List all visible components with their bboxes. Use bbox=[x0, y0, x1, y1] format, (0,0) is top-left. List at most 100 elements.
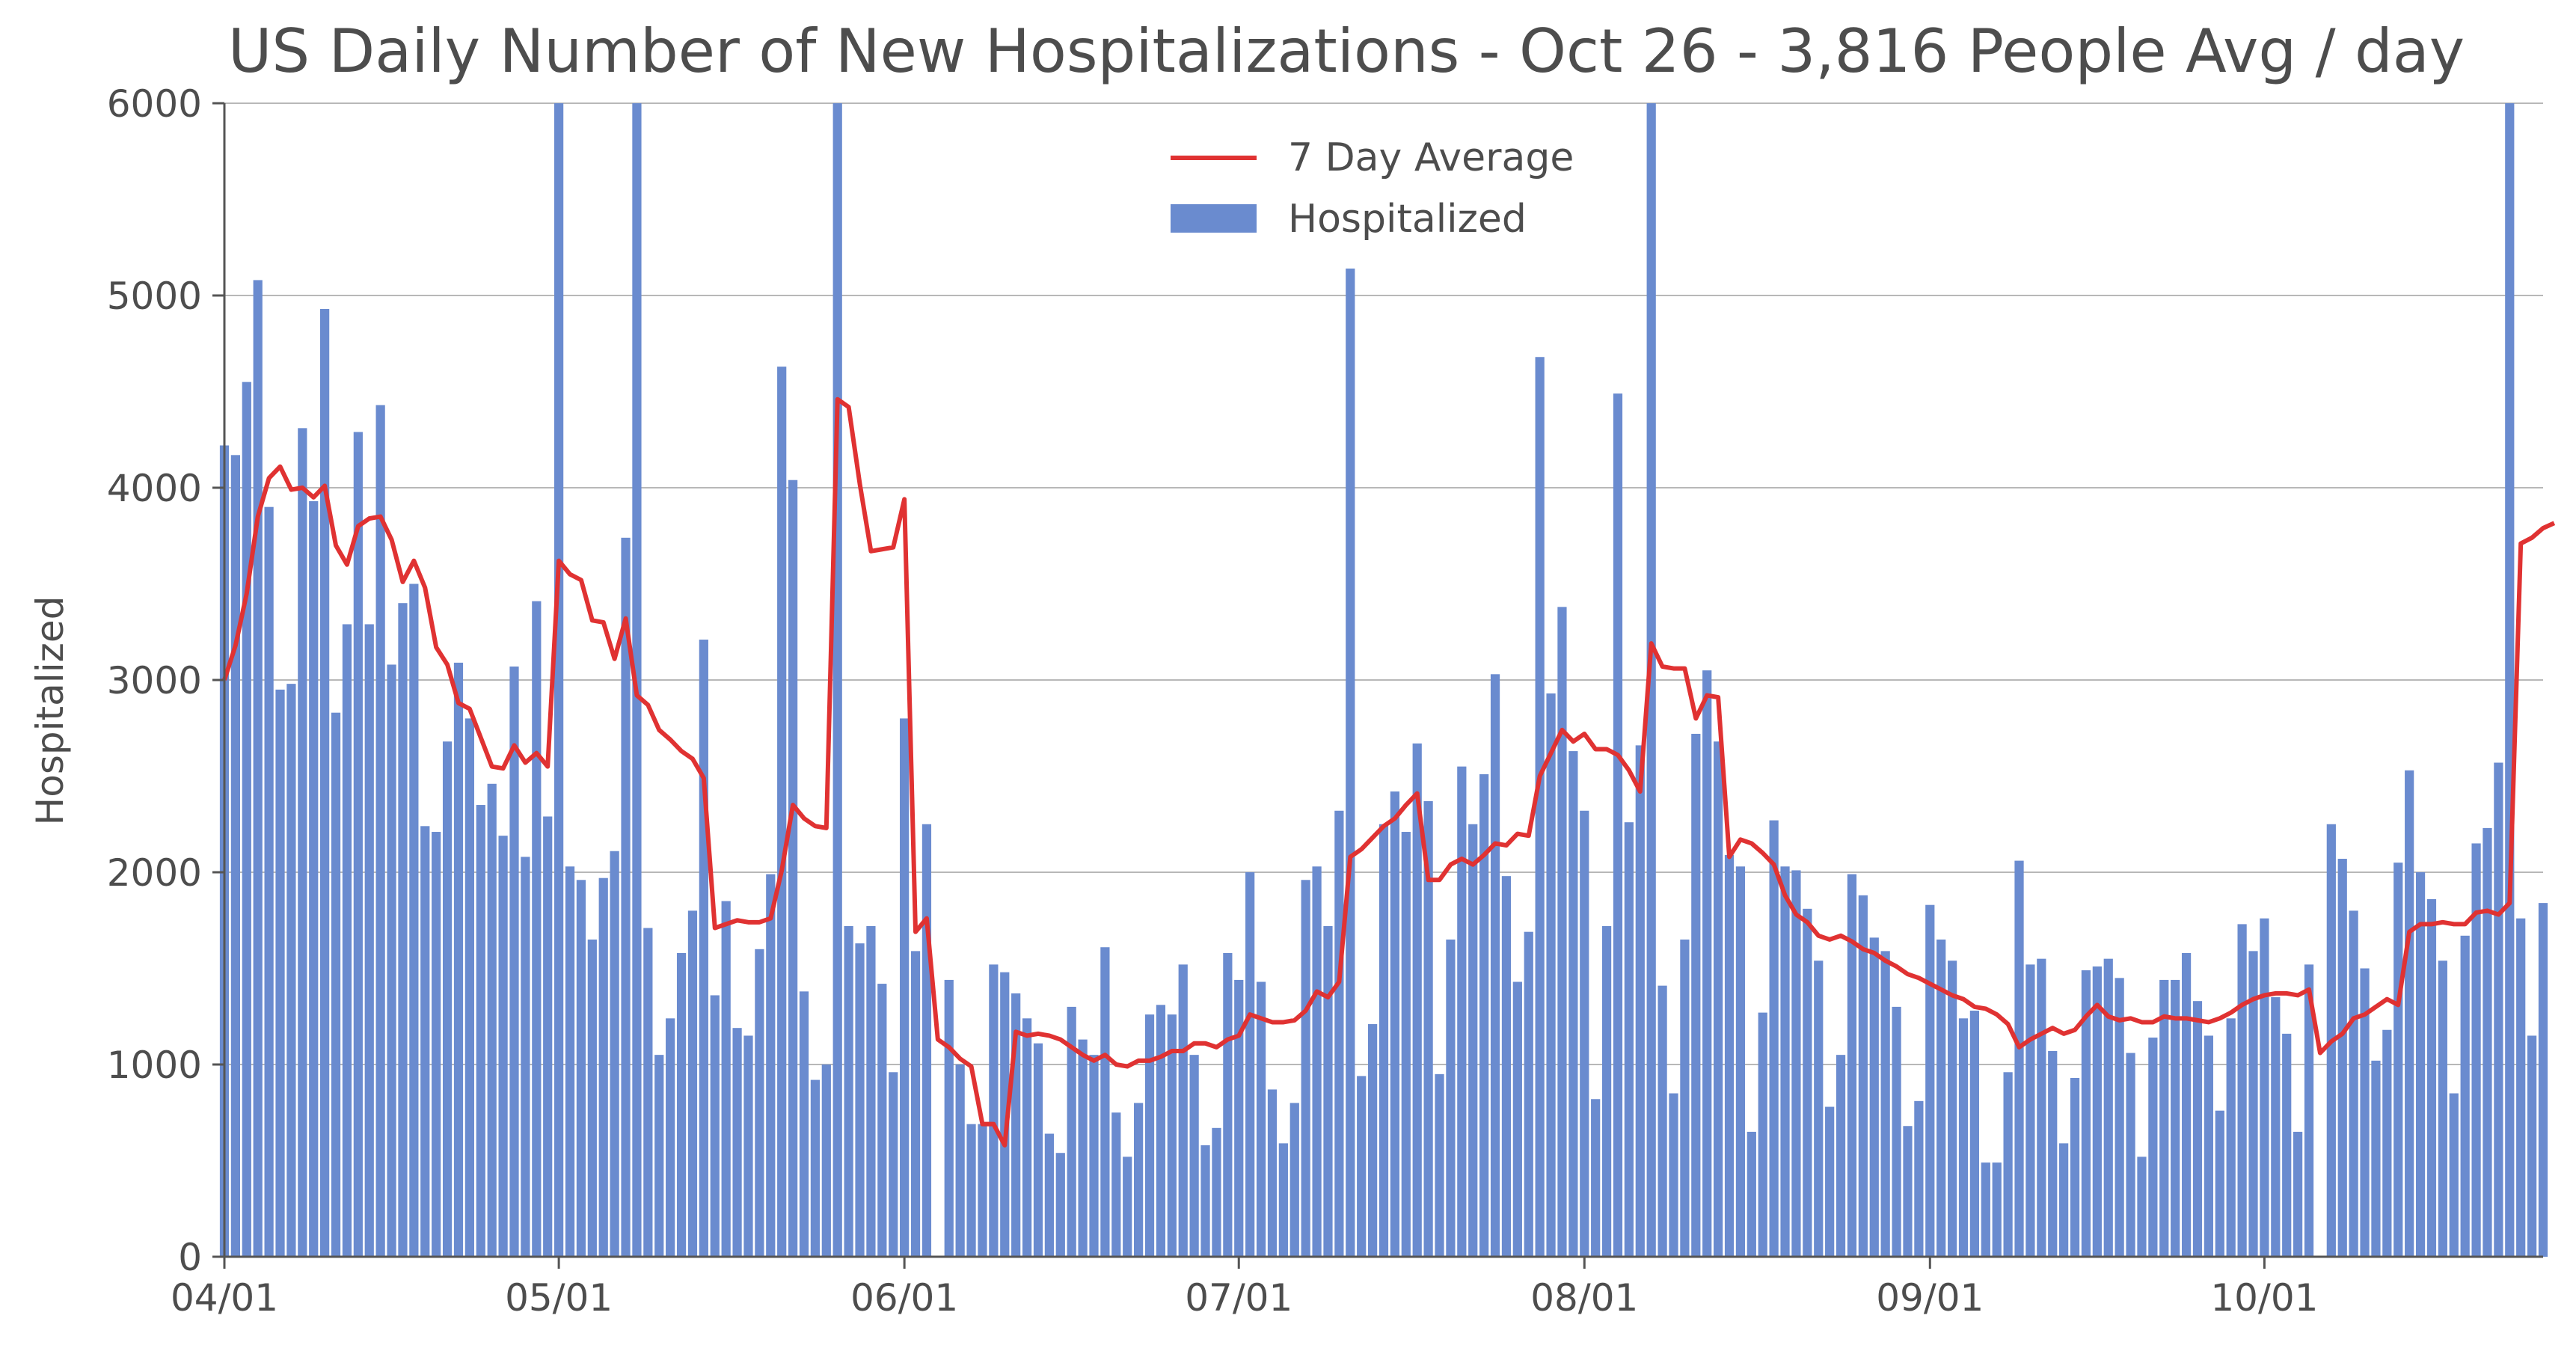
bar bbox=[1089, 1055, 1099, 1257]
bar bbox=[1624, 822, 1634, 1257]
bar bbox=[1724, 854, 1735, 1257]
bar bbox=[375, 405, 385, 1257]
bar bbox=[1512, 981, 1522, 1257]
bar bbox=[1992, 1162, 2002, 1257]
bar bbox=[2360, 968, 2370, 1257]
bar bbox=[1134, 1103, 1144, 1257]
bar bbox=[2204, 1035, 2213, 1257]
bar bbox=[1457, 766, 1467, 1257]
bar bbox=[788, 480, 798, 1257]
bar bbox=[821, 1064, 831, 1257]
bar bbox=[398, 603, 408, 1257]
bar bbox=[1178, 964, 1188, 1257]
bar bbox=[1357, 1076, 1367, 1257]
bar bbox=[810, 1079, 821, 1257]
x-tick-label: 07/01 bbox=[1185, 1276, 1292, 1320]
legend-bar-swatch bbox=[1171, 204, 1257, 233]
bar bbox=[1591, 1099, 1601, 1257]
bar bbox=[2516, 918, 2526, 1257]
bar bbox=[309, 500, 319, 1257]
bar bbox=[666, 1018, 675, 1257]
y-tick-labels: 0 1000 2000 3000 4000 5000 6000 bbox=[107, 82, 224, 1279]
bar bbox=[1412, 743, 1422, 1257]
bar bbox=[2494, 762, 2503, 1257]
bar bbox=[1144, 1014, 1155, 1257]
bar bbox=[1055, 1153, 1065, 1257]
x-tick-label: 05/01 bbox=[505, 1276, 613, 1320]
bar bbox=[855, 943, 865, 1257]
bar bbox=[2460, 935, 2470, 1257]
bar bbox=[331, 712, 341, 1257]
bar bbox=[1524, 931, 1533, 1257]
bar bbox=[2382, 1029, 2392, 1257]
seven-day-average-line bbox=[222, 396, 2556, 1148]
bar bbox=[743, 1035, 753, 1257]
bar bbox=[1947, 961, 1957, 1257]
bar bbox=[1267, 1089, 1278, 1257]
bar bbox=[1981, 1162, 1990, 1257]
bar bbox=[1825, 1106, 1835, 1257]
bar bbox=[242, 382, 251, 1257]
bar bbox=[1958, 1018, 1969, 1257]
bar bbox=[1490, 674, 1500, 1257]
bar bbox=[2059, 1143, 2069, 1257]
bar bbox=[2070, 1077, 2080, 1257]
bar bbox=[2171, 979, 2180, 1257]
bar bbox=[298, 428, 307, 1257]
bar bbox=[1635, 745, 1645, 1257]
bar bbox=[1646, 103, 1656, 1257]
bar bbox=[2260, 918, 2269, 1257]
bar bbox=[1735, 866, 1746, 1257]
bar bbox=[275, 689, 285, 1257]
bar bbox=[2471, 843, 2481, 1257]
bar bbox=[253, 280, 263, 1257]
bar bbox=[521, 857, 530, 1257]
bar bbox=[1245, 872, 1255, 1257]
bar bbox=[1390, 791, 1400, 1257]
bar bbox=[2115, 978, 2124, 1257]
bar bbox=[1501, 876, 1512, 1257]
bar bbox=[710, 995, 720, 1257]
bar bbox=[2449, 1093, 2459, 1257]
bar bbox=[1334, 810, 1344, 1257]
bar bbox=[2025, 964, 2035, 1257]
bar bbox=[1791, 870, 1801, 1257]
x-tick-labels: 04/01 05/01 06/01 07/01 08/01 09/01 10/01 bbox=[171, 1257, 2318, 1320]
bar bbox=[2215, 1110, 2224, 1257]
bar bbox=[543, 816, 553, 1257]
bar bbox=[2103, 958, 2113, 1257]
bar bbox=[2527, 1035, 2537, 1257]
bar bbox=[1680, 939, 1690, 1257]
bar bbox=[576, 880, 586, 1257]
bar bbox=[2226, 1018, 2236, 1257]
bar bbox=[498, 836, 508, 1257]
bar bbox=[2048, 1051, 2058, 1257]
bar bbox=[2304, 964, 2314, 1257]
bar bbox=[1613, 393, 1623, 1257]
bar bbox=[1167, 1014, 1177, 1257]
bar bbox=[955, 1064, 965, 1257]
bar bbox=[2126, 1053, 2135, 1257]
bar bbox=[598, 877, 608, 1257]
bar bbox=[1156, 1005, 1166, 1257]
bar bbox=[755, 949, 764, 1257]
bar bbox=[1814, 961, 1824, 1257]
bar bbox=[476, 805, 485, 1257]
bar bbox=[1123, 1157, 1132, 1257]
bar bbox=[2248, 951, 2258, 1257]
bar bbox=[1000, 972, 1010, 1257]
bar bbox=[978, 1124, 987, 1257]
y-tick-label: 5000 bbox=[107, 275, 202, 318]
bar bbox=[1256, 981, 1266, 1257]
bar bbox=[1100, 947, 1110, 1257]
bar bbox=[1580, 810, 1589, 1257]
bar bbox=[565, 866, 575, 1257]
bar bbox=[654, 1055, 664, 1257]
bar bbox=[2192, 1001, 2203, 1257]
bar bbox=[910, 951, 921, 1257]
bar bbox=[2293, 1131, 2303, 1257]
bar bbox=[1379, 824, 1389, 1257]
bar bbox=[2282, 1033, 2292, 1257]
bar bbox=[766, 874, 776, 1257]
x-tick-label: 06/01 bbox=[850, 1276, 958, 1320]
